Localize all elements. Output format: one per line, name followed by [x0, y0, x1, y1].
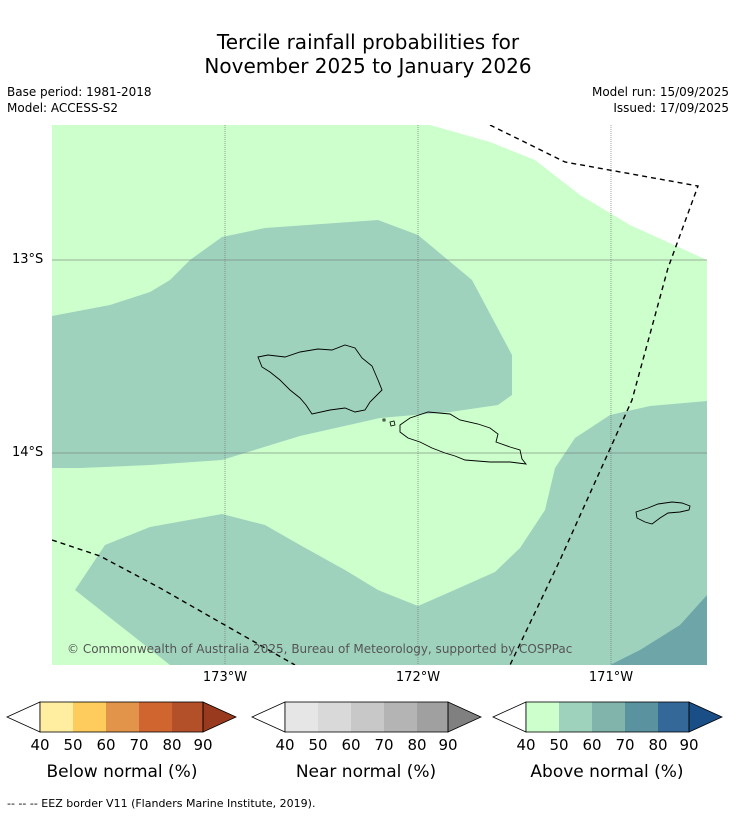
colorbar-near-normal	[251, 701, 482, 733]
manono-islet	[382, 418, 386, 422]
savaii-island	[257, 344, 383, 415]
cb-near-40-50	[285, 702, 318, 732]
cb-below-40-50	[40, 702, 73, 732]
tick: 50	[63, 736, 83, 754]
cb-above-60-70	[592, 702, 625, 732]
tick: 60	[341, 736, 361, 754]
tick: 80	[407, 736, 427, 754]
lon-label-171w: 171°W	[588, 670, 634, 685]
cb-above-80-90	[658, 702, 689, 732]
lon-label-172w: 172°W	[395, 670, 441, 685]
tick: 70	[374, 736, 394, 754]
cb-near-60-70	[351, 702, 384, 732]
eez-footnote: -- -- -- EEZ border V11 (Flanders Marine…	[7, 797, 316, 810]
colorbar-label-below: Below normal (%)	[46, 762, 198, 782]
cb-above-50-60	[559, 702, 592, 732]
map-credit: © Commonwealth of Australia 2025, Bureau…	[67, 642, 572, 656]
model-run: Model run: 15/09/2025	[591, 85, 729, 99]
region-above-50-north	[52, 220, 512, 468]
base-period: Base period: 1981-2018	[7, 85, 152, 99]
eez-border-west	[52, 539, 296, 665]
forecast-map: © Commonwealth of Australia 2025, Bureau…	[52, 125, 707, 665]
title-line-1: Tercile rainfall probabilities for	[216, 30, 520, 54]
tick: 70	[129, 736, 149, 754]
cb-near-over	[447, 701, 482, 733]
colorbar-below-normal	[6, 701, 237, 733]
tick: 50	[549, 736, 569, 754]
tick: 50	[308, 736, 328, 754]
tick: 40	[516, 736, 536, 754]
cb-below-50-60	[73, 702, 106, 732]
cb-above-40-50	[526, 702, 559, 732]
apolima-islet	[389, 420, 396, 427]
lat-label-14s: 14°S	[12, 445, 44, 460]
model-name: Model: ACCESS-S2	[7, 101, 119, 115]
region-above-70	[610, 595, 707, 665]
title-line-2: November 2025 to January 2026	[204, 54, 532, 78]
tick: 40	[275, 736, 295, 754]
cb-near-70-80	[384, 702, 417, 732]
tick: 60	[96, 736, 116, 754]
tick: 80	[162, 736, 182, 754]
meta-left: Base period: 1981-2018 Model: ACCESS-S2	[7, 84, 152, 116]
tick: 90	[679, 736, 699, 754]
lat-label-13s: 13°S	[12, 252, 44, 267]
tick: 60	[582, 736, 602, 754]
colorbar-label-near: Near normal (%)	[295, 762, 437, 782]
cb-near-80-90	[417, 702, 448, 732]
cb-near-50-60	[318, 702, 351, 732]
meta-right: Model run: 15/09/2025 Issued: 17/09/2025	[592, 84, 729, 116]
colorbar-above-normal	[492, 701, 723, 733]
gridlines	[52, 125, 707, 665]
tick: 90	[193, 736, 213, 754]
lon-label-173w: 173°W	[202, 670, 248, 685]
cb-below-60-70	[106, 702, 139, 732]
cb-below-over	[202, 701, 237, 733]
cb-near-under	[251, 701, 286, 733]
tick: 90	[438, 736, 458, 754]
tick: 40	[30, 736, 50, 754]
region-above-50-south	[75, 401, 707, 665]
cb-below-70-80	[139, 702, 172, 732]
cb-above-under	[492, 701, 527, 733]
cb-below-80-90	[172, 702, 203, 732]
cb-above-over	[688, 701, 723, 733]
tick: 80	[648, 736, 668, 754]
cb-below-under	[6, 701, 41, 733]
chart-title: Tercile rainfall probabilities for Novem…	[0, 30, 736, 78]
upolu-island	[399, 411, 528, 465]
tick: 70	[615, 736, 635, 754]
tutuila-island	[635, 501, 691, 525]
cb-above-70-80	[625, 702, 658, 732]
issued-date: Issued: 17/09/2025	[613, 101, 729, 115]
colorbar-label-above: Above normal (%)	[530, 762, 684, 782]
